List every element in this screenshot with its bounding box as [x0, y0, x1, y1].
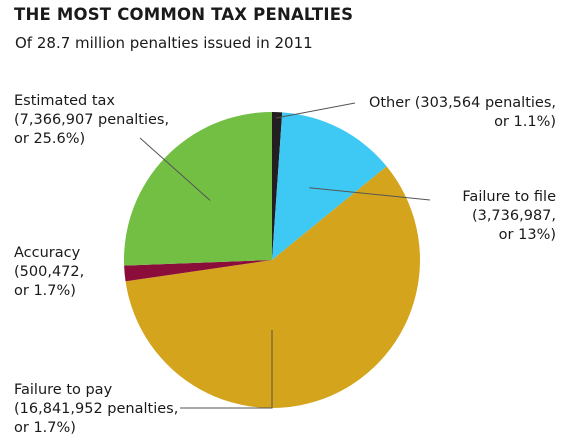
slice-label-estimated-tax: Estimated tax (7,366,907 penalties, or 2… — [14, 93, 170, 147]
slice-label-failure-to-file: Failure to file (3,736,987, or 13%) — [462, 189, 556, 243]
pie-slice-failure-to-pay — [125, 166, 420, 408]
pie-slice-other — [272, 111, 283, 260]
leader-line-estimated-tax — [139, 137, 211, 201]
pie-slice-accuracy — [124, 260, 272, 282]
slice-label-other: Other (303,564 penalties, or 1.1%) — [368, 95, 556, 130]
leader-line-failure-to-pay — [180, 330, 273, 409]
leader-line-failure-to-file — [309, 187, 431, 201]
slice-label-failure-to-pay: Failure to pay (16,841,952 penalties, or… — [14, 382, 179, 436]
pie-slice-failure-to-file — [272, 112, 387, 260]
slice-label-accuracy: Accuracy (500,472, or 1.7%) — [14, 245, 85, 299]
pie-slice-estimated-tax — [124, 112, 272, 266]
chart-subtitle: Of 28.7 million penalties issued in 2011 — [15, 34, 313, 52]
leader-line-other — [275, 102, 356, 119]
chart-title: THE MOST COMMON TAX PENALTIES — [14, 5, 354, 24]
